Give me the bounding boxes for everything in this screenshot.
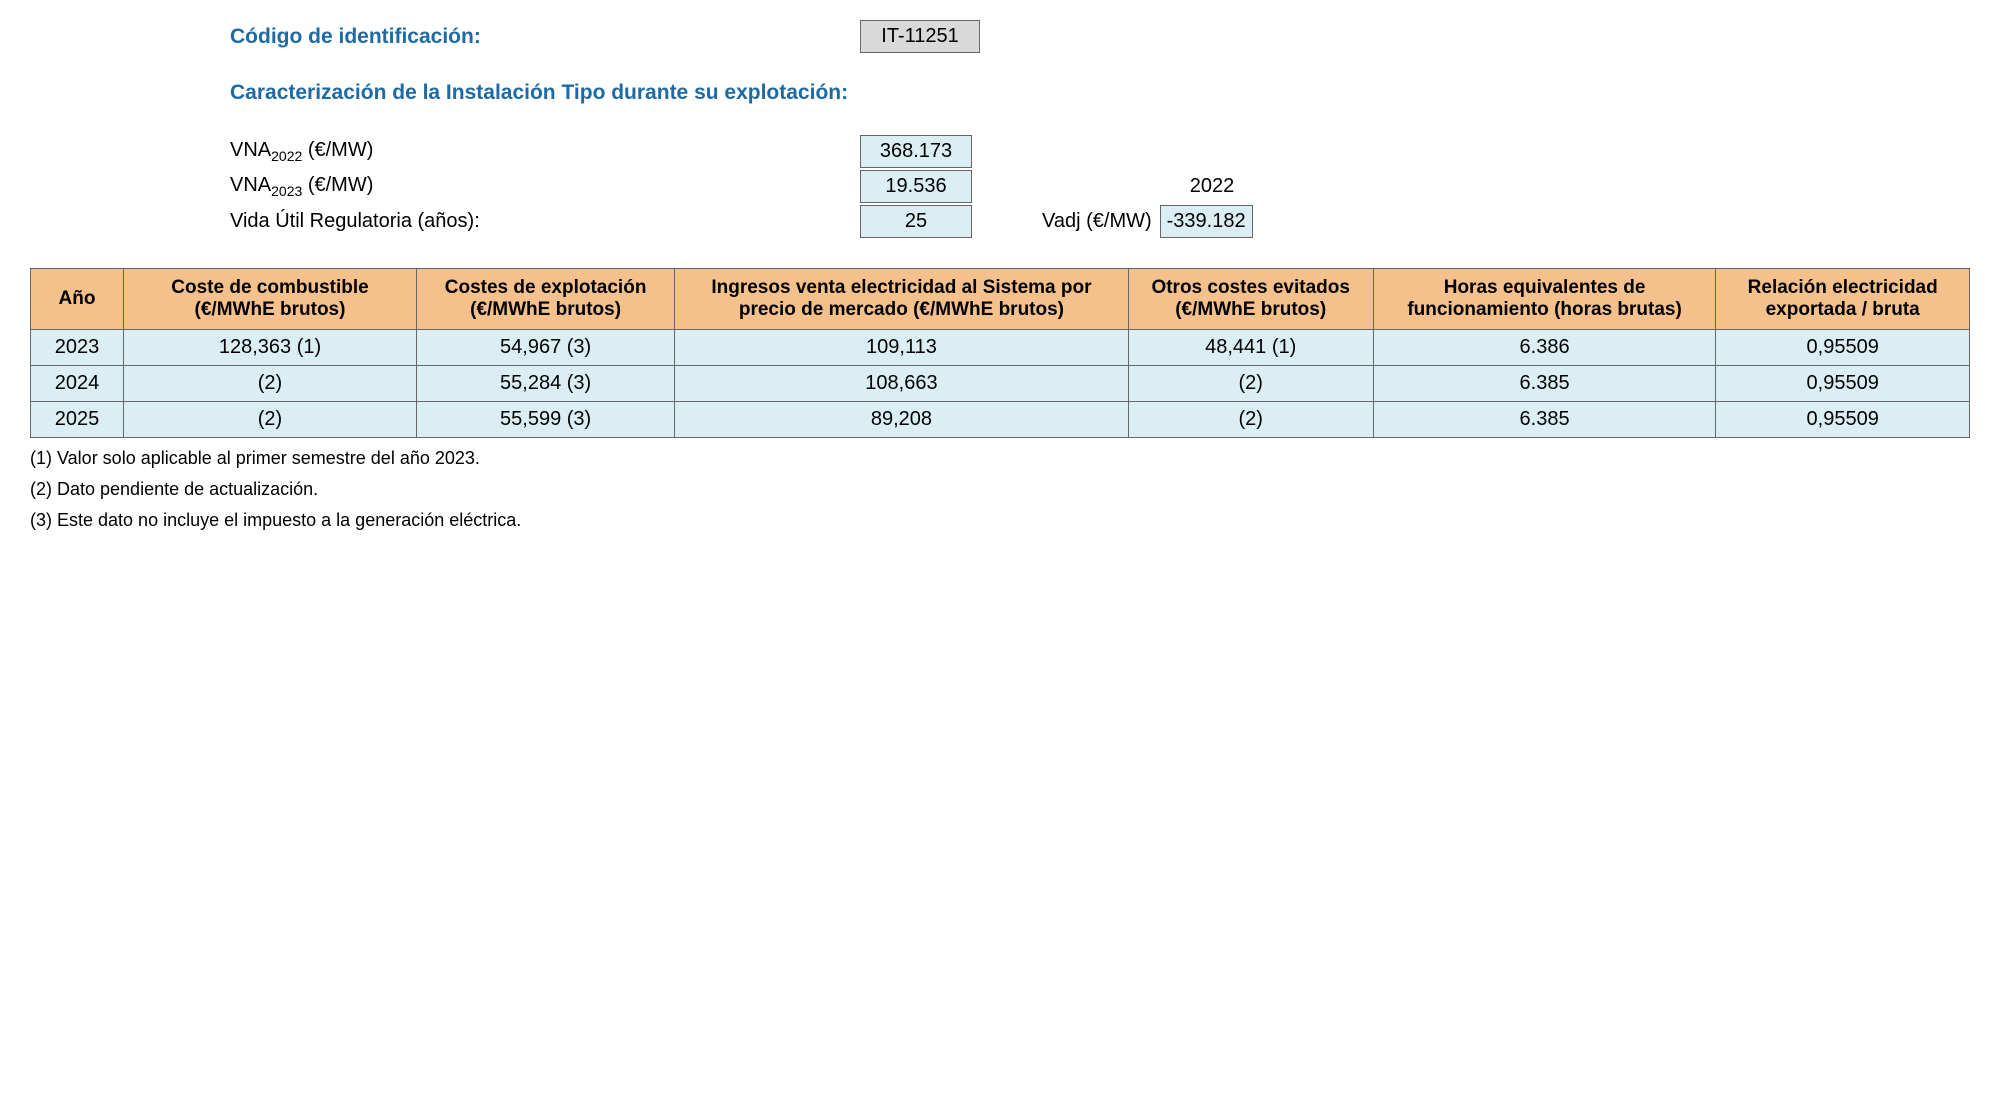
cell: 55,284 (3)	[417, 366, 675, 402]
footnotes: (1) Valor solo aplicable al primer semes…	[30, 448, 1970, 531]
cell: 54,967 (3)	[417, 330, 675, 366]
cell: 48,441 (1)	[1128, 330, 1373, 366]
data-table: Año Coste de combustible (€/MWhE brutos)…	[30, 268, 1970, 438]
vna2022-label-pre: VNA	[230, 139, 271, 161]
section-title: Caracterización de la Instalación Tipo d…	[230, 81, 1970, 105]
th-op-cost: Costes de explotación (€/MWhE brutos)	[417, 269, 675, 330]
th-ratio: Relación electricidad exportada / bruta	[1716, 269, 1970, 330]
th-income: Ingresos venta electricidad al Sistema p…	[675, 269, 1128, 330]
th-avoided: Otros costes evitados (€/MWhE brutos)	[1128, 269, 1373, 330]
vida-row: Vida Útil Regulatoria (años): 25 Vadj (€…	[230, 205, 1970, 238]
vna2023-value: 19.536	[860, 170, 972, 203]
footnote-3: (3) Este dato no incluye el impuesto a l…	[30, 510, 1970, 531]
table-row: 2023 128,363 (1) 54,967 (3) 109,113 48,4…	[31, 330, 1970, 366]
footnote-1: (1) Valor solo aplicable al primer semes…	[30, 448, 1970, 469]
vadj-label: Vadj (€/MW)	[1042, 210, 1152, 233]
cell: 6.386	[1373, 330, 1716, 366]
vadj-value: -339.182	[1160, 205, 1253, 238]
vadj-wrap: Vadj (€/MW) -339.182	[1042, 205, 1253, 238]
cell: 6.385	[1373, 366, 1716, 402]
table-row: 2024 (2) 55,284 (3) 108,663 (2) 6.385 0,…	[31, 366, 1970, 402]
cell: (2)	[124, 366, 417, 402]
table-row: 2025 (2) 55,599 (3) 89,208 (2) 6.385 0,9…	[31, 402, 1970, 438]
vna2023-label-post: (€/MW)	[302, 174, 373, 196]
id-label: Código de identificación:	[230, 25, 481, 48]
id-row: Código de identificación: IT-11251	[230, 20, 1970, 53]
th-year: Año	[31, 269, 124, 330]
vna2022-value: 368.173	[860, 135, 972, 168]
vida-label: Vida Útil Regulatoria (años):	[230, 210, 860, 233]
cell: (2)	[1128, 402, 1373, 438]
th-hours: Horas equivalentes de funcionamiento (ho…	[1373, 269, 1716, 330]
cell: 2023	[31, 330, 124, 366]
vna2023-sub: 2023	[271, 183, 302, 199]
cell: 128,363 (1)	[124, 330, 417, 366]
footnote-2: (2) Dato pendiente de actualización.	[30, 479, 1970, 500]
vna-2023-row: VNA2023 (€/MW) 19.536 2022	[230, 170, 1970, 203]
cell: 109,113	[675, 330, 1128, 366]
year-right: 2022	[1152, 175, 1272, 198]
vna2022-label-post: (€/MW)	[302, 139, 373, 161]
header-block: Código de identificación: IT-11251 Carac…	[230, 20, 1970, 238]
table-header-row: Año Coste de combustible (€/MWhE brutos)…	[31, 269, 1970, 330]
cell: 2024	[31, 366, 124, 402]
cell: 55,599 (3)	[417, 402, 675, 438]
cell: 0,95509	[1716, 366, 1970, 402]
cell: 89,208	[675, 402, 1128, 438]
cell: 108,663	[675, 366, 1128, 402]
th-fuel-cost: Coste de combustible (€/MWhE brutos)	[124, 269, 417, 330]
cell: (2)	[1128, 366, 1373, 402]
cell: (2)	[124, 402, 417, 438]
vna-2022-row: VNA2022 (€/MW) 368.173	[230, 135, 1970, 168]
cell: 6.385	[1373, 402, 1716, 438]
cell: 2025	[31, 402, 124, 438]
cell: 0,95509	[1716, 402, 1970, 438]
id-value-box: IT-11251	[860, 20, 980, 53]
vna2023-label-pre: VNA	[230, 174, 271, 196]
cell: 0,95509	[1716, 330, 1970, 366]
vna2022-sub: 2022	[271, 148, 302, 164]
vida-value: 25	[860, 205, 972, 238]
